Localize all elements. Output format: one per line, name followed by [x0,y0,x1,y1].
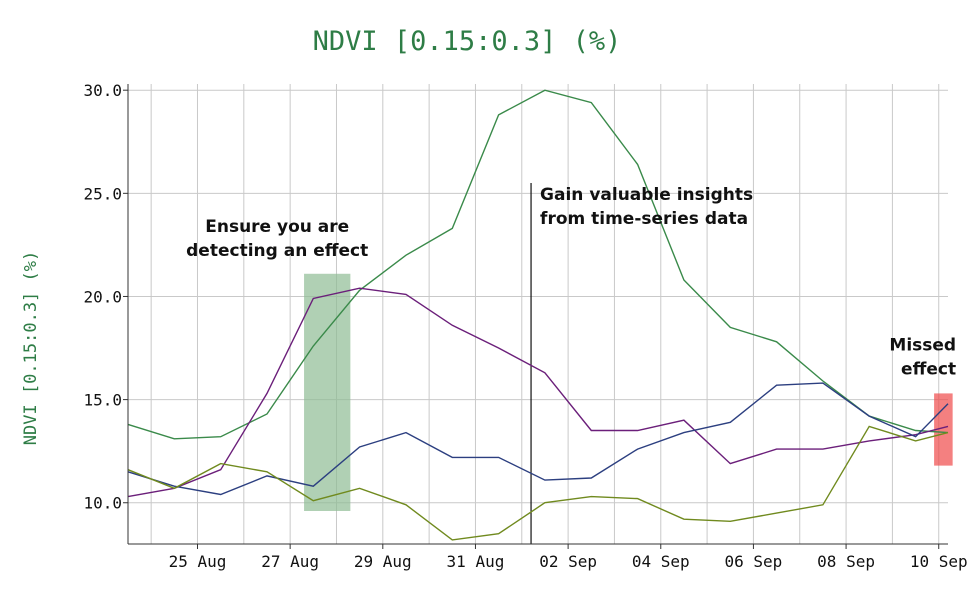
series-lines [127,89,949,541]
chart-title: NDVI [0.15:0.3] (%) [313,26,622,57]
x-tick-label: 29 Aug [354,552,412,571]
series-blue-line [127,382,949,496]
annotation-text-1: Gain valuable insights [540,185,753,205]
x-tick-label: 02 Sep [539,552,597,571]
annotation-text-2: effect [901,359,956,379]
grid [128,84,948,544]
tick-labels: 10.0 15.0 20.0 25.0 30.0 25 Aug 27 Aug 29 Aug 31… [83,81,967,571]
y-tick-label: 15.0 [83,391,122,410]
annotation-region-2 [934,393,953,466]
x-tick-label: 06 Sep [725,552,783,571]
series-purple-line [127,287,949,498]
annotation-text-0: Ensure you are [205,217,349,237]
x-tick-label: 27 Aug [261,552,319,571]
y-tick-label: 25.0 [83,184,122,203]
x-tick-label: 25 Aug [169,552,227,571]
annotation-text-2: Missed [889,335,956,355]
series-green-line [127,89,949,440]
annotation-shapes [304,183,953,544]
series-olive-line [127,425,949,541]
y-axis-label: NDVI [0.15:0.3] (%) [21,251,41,445]
annotation-texts: Ensure you are detecting an effect Gain va… [186,185,956,379]
axes [123,84,948,549]
annotation-region-0 [304,273,351,511]
y-tick-label: 20.0 [83,287,122,306]
x-tick-label: 10 Sep [910,552,968,571]
x-tick-label: 08 Sep [817,552,875,571]
x-tick-label: 04 Sep [632,552,690,571]
annotation-text-0: detecting an effect [186,241,368,261]
y-tick-label: 10.0 [83,494,122,513]
y-tick-label: 30.0 [83,81,122,100]
x-tick-label: 31 Aug [447,552,505,571]
annotation-text-1: from time-series data [540,209,748,229]
